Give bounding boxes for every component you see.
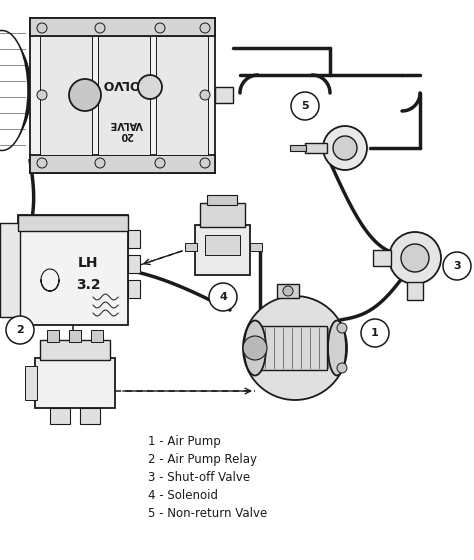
Circle shape (37, 90, 47, 100)
Circle shape (95, 158, 105, 168)
Bar (207, 195, 237, 205)
Ellipse shape (0, 39, 29, 142)
Bar (373, 250, 391, 266)
Text: 5: 5 (301, 101, 309, 111)
Bar (30, 18, 215, 36)
Bar (80, 408, 100, 424)
Text: 20
VALVE: 20 VALVE (109, 119, 143, 141)
Bar (0, 223, 20, 317)
Text: 5 - Non-return Valve: 5 - Non-return Valve (148, 507, 267, 520)
Bar (195, 225, 250, 275)
Circle shape (138, 75, 162, 99)
Circle shape (361, 319, 389, 347)
Text: 3: 3 (453, 261, 461, 271)
Bar (205, 235, 240, 255)
Ellipse shape (328, 320, 346, 376)
Bar (200, 203, 245, 227)
Bar (258, 326, 327, 370)
Bar (290, 145, 306, 151)
Circle shape (337, 323, 347, 333)
Bar (69, 330, 81, 342)
Circle shape (283, 286, 293, 296)
Ellipse shape (244, 320, 266, 376)
Bar (250, 243, 262, 251)
Bar (305, 143, 327, 153)
Bar (407, 282, 423, 300)
Text: 3.2: 3.2 (76, 278, 100, 292)
Bar (128, 255, 140, 273)
Bar (35, 358, 115, 408)
Bar (47, 330, 59, 342)
Text: VOLVO: VOLVO (103, 77, 149, 90)
Bar (98, 36, 150, 155)
Circle shape (243, 336, 267, 360)
Circle shape (37, 158, 47, 168)
Circle shape (95, 23, 105, 33)
Circle shape (200, 90, 210, 100)
Bar (128, 230, 140, 248)
Text: 2: 2 (16, 325, 24, 335)
Circle shape (337, 363, 347, 373)
Circle shape (200, 158, 210, 168)
Circle shape (291, 92, 319, 120)
Text: 1 - Air Pump: 1 - Air Pump (148, 435, 221, 448)
Circle shape (443, 252, 471, 280)
Circle shape (155, 23, 165, 33)
Text: 2 - Air Pump Relay: 2 - Air Pump Relay (148, 453, 257, 466)
Ellipse shape (0, 35, 29, 147)
Circle shape (69, 79, 101, 111)
Bar (156, 36, 208, 155)
Circle shape (333, 136, 357, 160)
Bar (91, 330, 103, 342)
Bar (215, 87, 233, 103)
Bar (30, 155, 215, 173)
Bar (50, 408, 70, 424)
Bar (277, 284, 299, 298)
Text: 1: 1 (371, 328, 379, 338)
Text: LH: LH (78, 256, 98, 270)
Bar (40, 340, 110, 360)
Circle shape (389, 232, 441, 284)
Bar (30, 18, 215, 173)
Circle shape (37, 23, 47, 33)
Ellipse shape (0, 43, 30, 138)
Text: 4 - Solenoid: 4 - Solenoid (148, 489, 218, 502)
Circle shape (401, 244, 429, 272)
Circle shape (209, 283, 237, 311)
Text: 4: 4 (219, 292, 227, 302)
Ellipse shape (0, 30, 28, 151)
Ellipse shape (0, 46, 31, 134)
Circle shape (243, 296, 347, 400)
Circle shape (323, 126, 367, 170)
Circle shape (6, 316, 34, 344)
Circle shape (155, 158, 165, 168)
Bar (18, 215, 128, 325)
Circle shape (200, 23, 210, 33)
Bar (40, 36, 92, 155)
Bar (18, 215, 128, 231)
Bar (185, 243, 197, 251)
Text: 3 - Shut-off Valve: 3 - Shut-off Valve (148, 471, 250, 484)
Bar (128, 280, 140, 298)
Bar (25, 366, 37, 400)
